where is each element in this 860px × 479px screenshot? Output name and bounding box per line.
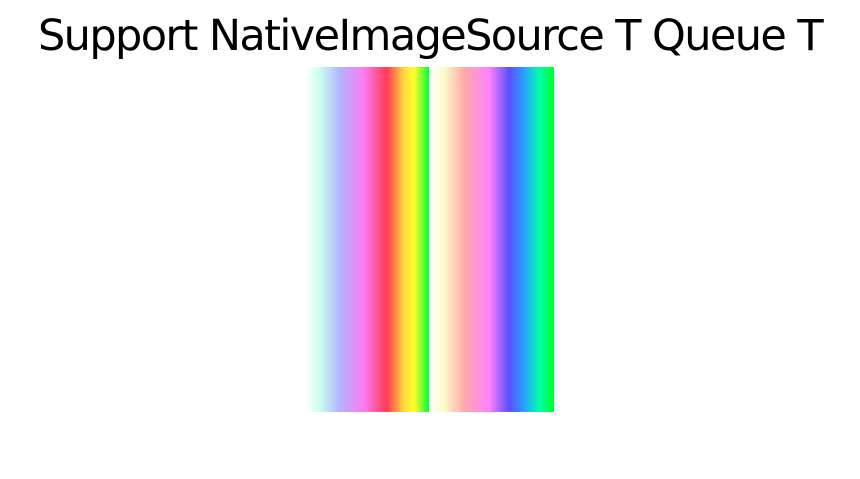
page-title: Support NativeImageSource T Queue T [37, 11, 824, 61]
native-image-source-right [429, 67, 554, 412]
native-image-source-left [305, 67, 429, 412]
